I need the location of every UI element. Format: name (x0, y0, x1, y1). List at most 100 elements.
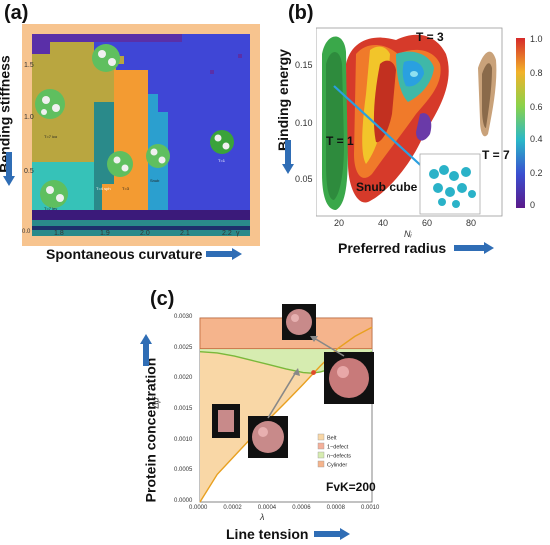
c-ytick: 0.0020 (174, 375, 193, 382)
c-legend-label: Belt (327, 436, 337, 442)
c-xlabel-arrow-icon (314, 528, 350, 540)
c-fvk: FvK=200 (326, 480, 376, 494)
c-ytick: 0.0025 (174, 344, 193, 351)
c-ylabel-arrow-icon (140, 334, 152, 366)
panel-c-chart: Belt 1−defect n−defects Cylinder (199, 304, 374, 503)
b-cbar-0.2: 0.2 (530, 168, 543, 178)
c-xtick: 0.0004 (257, 505, 277, 511)
b-annot-snub: Snub cube (356, 180, 418, 194)
panel-c-label: (c) (150, 288, 175, 310)
capsid-snub-icon (146, 144, 170, 168)
region-dark-band (32, 210, 250, 220)
a-xtick-origin: 0.0 (22, 229, 31, 235)
capsid-t7ico-icon (35, 89, 65, 119)
c-line-belt (199, 326, 373, 503)
c-ytick: 0.0000 (174, 498, 193, 504)
region-label-t7lev: T=7 lev (44, 206, 57, 211)
b-ytick-0.15: 0.15 (295, 60, 313, 70)
c-legend-swatch (317, 433, 325, 441)
c-region-belt (200, 327, 372, 502)
region-snub-top (148, 94, 158, 112)
capsid-t1-icon (210, 130, 234, 154)
panel-b-heatmap (316, 27, 525, 217)
c-legend-swatch (317, 460, 325, 468)
region-label-t7ico: T=7 ico (44, 134, 58, 139)
region-dark-top (32, 34, 182, 42)
b-inset-spheres-icon (429, 165, 476, 208)
capsid-t7lev-icon (40, 180, 68, 208)
c-legend-label: n−defects (327, 454, 351, 460)
b-cbar-1.0: 1.0 (530, 34, 543, 44)
b-xtick-80: 80 (466, 218, 477, 228)
c-ytick: 0.0010 (174, 436, 193, 443)
c-xtick: 0.0010 (361, 505, 380, 511)
region-label-t1: T=1 (218, 158, 226, 163)
b-cbar-0.4: 0.4 (530, 134, 543, 144)
c-xtick: 0.0002 (223, 505, 242, 511)
capsid-t3-icon (107, 151, 133, 177)
a-ytick-1.0: 1.0 (24, 114, 34, 121)
b-ytick-0.05: 0.05 (295, 174, 313, 184)
c-inset-right-icon (324, 352, 374, 404)
region-t3-left (102, 184, 116, 212)
a-xlabel-arrow-icon (206, 248, 242, 260)
c-arrow-bottom (267, 371, 297, 419)
region-label-snub: Snub (150, 178, 160, 183)
region-label-t3: T=3 (122, 186, 130, 191)
c-inset-mid-icon (248, 416, 288, 458)
b-guide-line (333, 85, 429, 173)
a-xtick-1.9: 1.9 (100, 230, 110, 237)
panel-a-label: (a) (4, 2, 29, 24)
c-ytick: 0.0030 (174, 314, 193, 320)
a-ylabel-arrow-icon (3, 152, 15, 186)
c-xtick: 0.0000 (189, 505, 208, 511)
c-ytick: 0.0015 (174, 406, 193, 412)
b-xtick-40: 40 (378, 218, 389, 228)
region-yellow-cell (116, 56, 124, 64)
c-ytick: 0.0005 (174, 467, 193, 474)
a-xtick-2.2: 2.2 (222, 230, 232, 237)
a-xtick-1.8: 1.8 (54, 230, 64, 237)
c-xlabel: Line tension (226, 526, 309, 542)
b-annot-t7: T = 7 (482, 148, 510, 162)
b-cbar-0: 0 (530, 200, 536, 210)
b-inset-box (419, 153, 481, 215)
b-annot-t1: T = 1 (326, 134, 354, 148)
c-legend-swatch (317, 451, 325, 459)
a-xtick-gamma: γ (236, 230, 240, 237)
c-x-symbol: λ (260, 512, 265, 522)
c-arrow-top (313, 337, 345, 357)
c-inset-top-icon (282, 304, 316, 340)
c-legend-label: Cylinder (327, 463, 347, 469)
c-xtick: 0.0006 (292, 505, 311, 511)
region-purple-dot2 (210, 70, 214, 74)
region-t7ico-step1 (32, 42, 50, 54)
a-ytick-1.5: 1.5 (24, 62, 34, 69)
a-xtick-2.1: 2.1 (180, 230, 190, 237)
a-ytick-0.5: 0.5 (24, 168, 34, 175)
b-xtick-20: 20 (334, 218, 345, 228)
b-ylabel-arrow-icon (282, 140, 294, 174)
region-label-t4sph: T=4 sph (96, 186, 111, 191)
a-xlabel: Spontaneous curvature (46, 246, 203, 262)
c-legend-swatch (317, 442, 325, 450)
a-xtick-2.0: 2.0 (140, 230, 150, 237)
b-xlabel: Preferred radius (338, 240, 447, 256)
b-ytick-0.10: 0.10 (295, 118, 313, 128)
region-t3 (114, 70, 148, 212)
c-legend-label: 1−defect (327, 445, 349, 451)
region-bottom-strip-dark (32, 226, 250, 230)
b-cbar-0.6: 0.6 (530, 102, 543, 112)
b-cbar-0.8: 0.8 (530, 68, 543, 78)
b-annot-t3: T = 3 (416, 30, 444, 44)
region-purple-dot1 (238, 54, 242, 58)
b-ylabel: Binding energy (274, 49, 291, 151)
c-ylabel: Protein concentration (142, 357, 159, 503)
c-point-1defect (311, 370, 316, 375)
panel-b-label: (b) (288, 2, 314, 24)
b-x-symbol: Nᵢ (404, 229, 412, 239)
capsid-t4-icon (92, 44, 120, 72)
c-xtick: 0.0008 (326, 505, 345, 511)
b-xtick-60: 60 (422, 218, 433, 228)
b-colorbar (516, 38, 525, 208)
